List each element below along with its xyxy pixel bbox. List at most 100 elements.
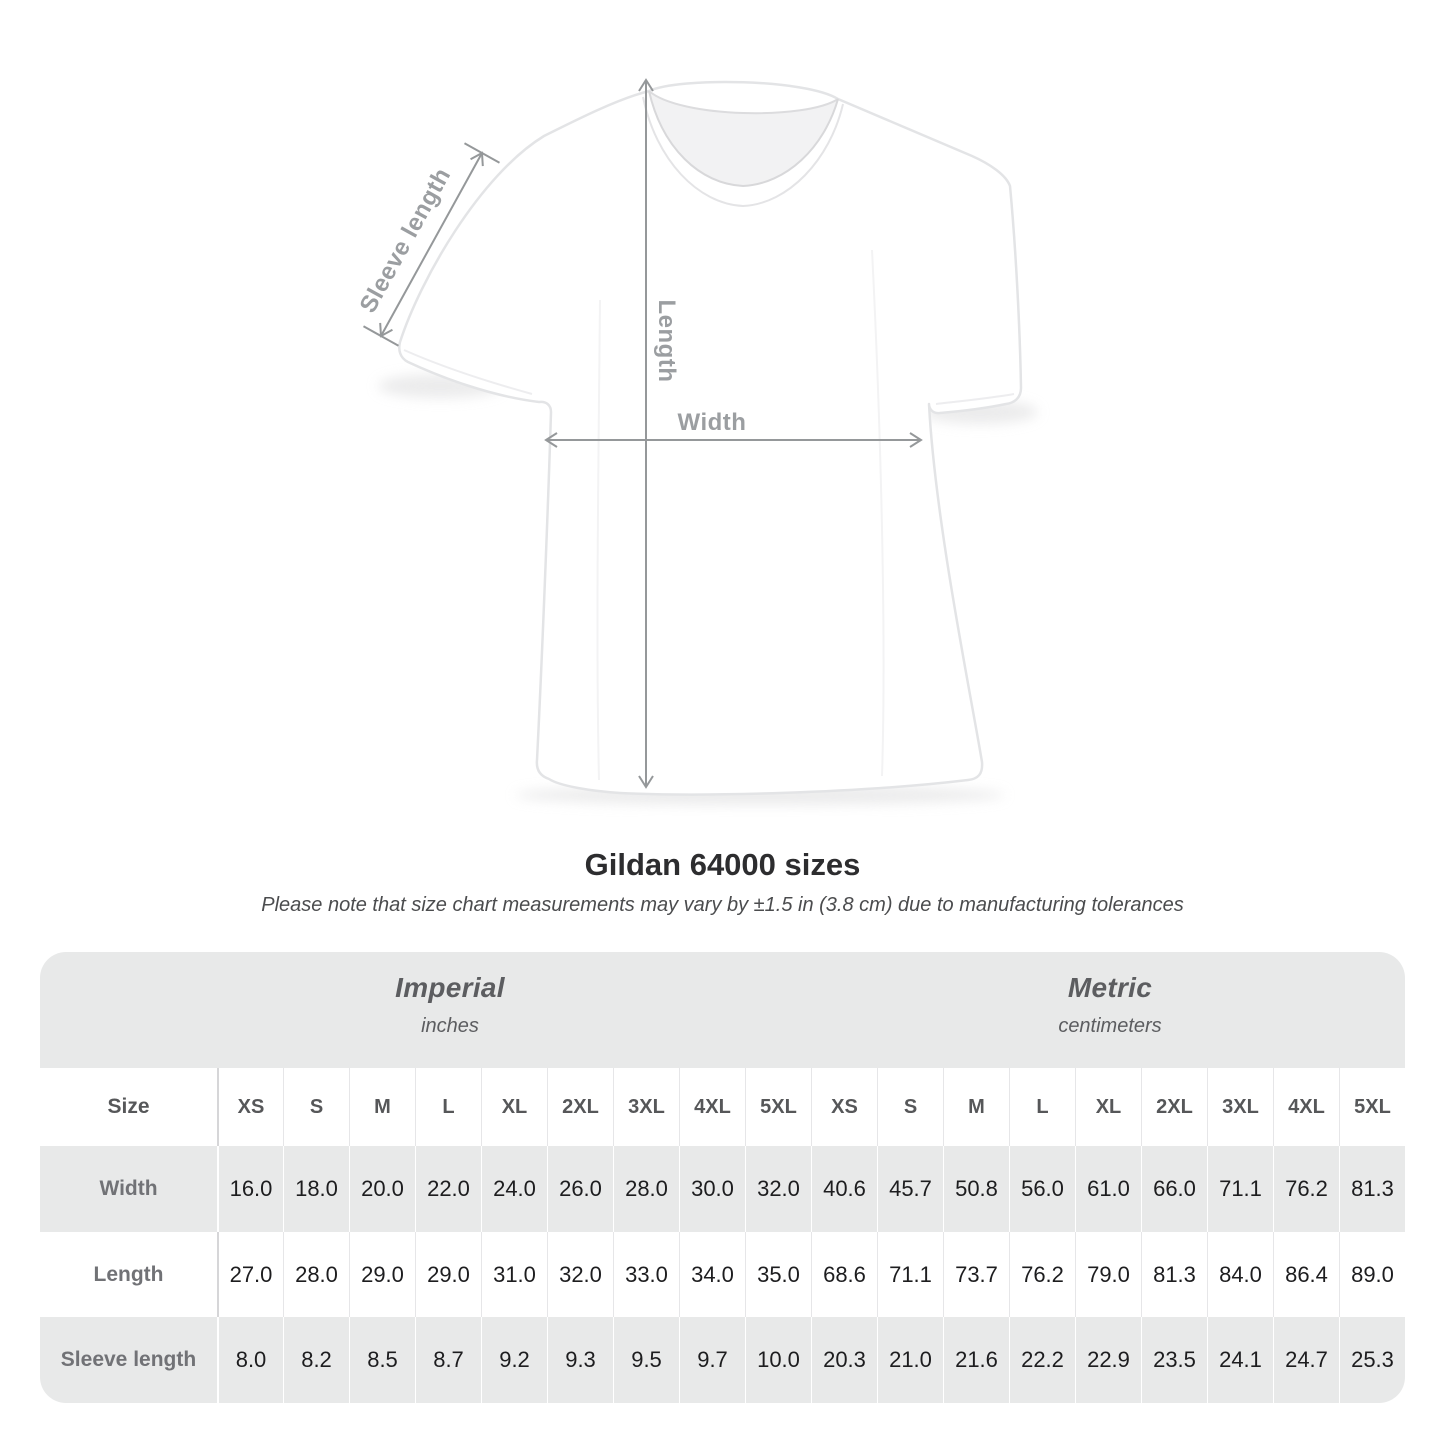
table-cell: 56.0 bbox=[1009, 1146, 1075, 1232]
table-cell: 50.8 bbox=[943, 1146, 1009, 1232]
row-label: Width bbox=[99, 1177, 158, 1200]
metric-unit: centimeters bbox=[1058, 1015, 1162, 1037]
size-column-header: Size bbox=[107, 1095, 150, 1118]
table-cell: 61.0 bbox=[1075, 1146, 1141, 1232]
size-table: Imperial inches Metric centimeters Size … bbox=[40, 952, 1405, 1403]
imperial-unit-header: Imperial inches bbox=[395, 972, 505, 1038]
table-cell: 9.2 bbox=[481, 1317, 547, 1403]
table-cell: 68.6 bbox=[811, 1232, 877, 1317]
column-header-metric-xs: XS bbox=[811, 1068, 877, 1146]
table-cell: 22.9 bbox=[1075, 1317, 1141, 1403]
table-cell: 29.0 bbox=[349, 1232, 415, 1317]
table-cell: 45.7 bbox=[877, 1146, 943, 1232]
table-cell: 10.0 bbox=[745, 1317, 811, 1403]
table-cell: 28.0 bbox=[283, 1232, 349, 1317]
table-cell: 89.0 bbox=[1339, 1232, 1405, 1317]
table-cell: 81.3 bbox=[1141, 1232, 1207, 1317]
length-label: Length bbox=[653, 300, 680, 383]
row-label: Sleeve length bbox=[60, 1348, 197, 1371]
column-header-imperial-xs: XS bbox=[217, 1068, 283, 1146]
size-header-row: Size XS S M L XL 2XL 3XL 4XL 5XL XS S M … bbox=[40, 1068, 1405, 1146]
table-cell: 8.7 bbox=[415, 1317, 481, 1403]
table-cell: 24.0 bbox=[481, 1146, 547, 1232]
tolerance-note: Please note that size chart measurements… bbox=[261, 894, 1184, 916]
metric-unit-header: Metric centimeters bbox=[1058, 972, 1161, 1038]
table-cell: 31.0 bbox=[481, 1232, 547, 1317]
table-cell: 24.1 bbox=[1207, 1317, 1273, 1403]
column-header-metric-2xl: 2XL bbox=[1141, 1068, 1207, 1146]
table-row-width: Width 16.0 18.0 20.0 22.0 24.0 26.0 28.0… bbox=[40, 1146, 1405, 1232]
tshirt-body bbox=[398, 80, 1023, 796]
table-cell: 33.0 bbox=[613, 1232, 679, 1317]
tshirt-collar bbox=[642, 90, 844, 208]
table-cell: 18.0 bbox=[283, 1146, 349, 1232]
table-cell: 8.0 bbox=[217, 1317, 283, 1403]
table-cell: 84.0 bbox=[1207, 1232, 1273, 1317]
column-header-metric-l: L bbox=[1009, 1068, 1075, 1146]
table-cell: 26.0 bbox=[547, 1146, 613, 1232]
tshirt-creases bbox=[403, 249, 1015, 781]
column-header-imperial-s: S bbox=[283, 1068, 349, 1146]
table-cell: 35.0 bbox=[745, 1232, 811, 1317]
column-header-metric-3xl: 3XL bbox=[1207, 1068, 1273, 1146]
table-cell: 40.6 bbox=[811, 1146, 877, 1232]
sleeve-dimension-line bbox=[379, 151, 484, 338]
table-cell: 79.0 bbox=[1075, 1232, 1141, 1317]
table-cell: 66.0 bbox=[1141, 1146, 1207, 1232]
table-cell: 20.0 bbox=[349, 1146, 415, 1232]
sleeve-end-tick bbox=[363, 325, 399, 347]
column-header-imperial-3xl: 3XL bbox=[613, 1068, 679, 1146]
tshirt-diagram: Sleeve length Length Width bbox=[355, 78, 1038, 805]
table-cell: 27.0 bbox=[217, 1232, 283, 1317]
column-header-imperial-m: M bbox=[349, 1068, 415, 1146]
column-header-imperial-5xl: 5XL bbox=[745, 1068, 811, 1146]
table-cell: 23.5 bbox=[1141, 1317, 1207, 1403]
table-cell: 29.0 bbox=[415, 1232, 481, 1317]
sleeve-end-tick bbox=[464, 142, 500, 164]
table-cell: 28.0 bbox=[613, 1146, 679, 1232]
table-cell: 32.0 bbox=[745, 1146, 811, 1232]
table-cell: 16.0 bbox=[217, 1146, 283, 1232]
table-cell: 76.2 bbox=[1009, 1232, 1075, 1317]
table-cell: 73.7 bbox=[943, 1232, 1009, 1317]
table-row-sleeve-length: Sleeve length 8.0 8.2 8.5 8.7 9.2 9.3 9.… bbox=[40, 1317, 1405, 1403]
unit-header-section: Imperial inches Metric centimeters bbox=[40, 952, 1405, 1068]
chart-title: Gildan 64000 sizes bbox=[584, 847, 861, 882]
table-row-length: Length 27.0 28.0 29.0 29.0 31.0 32.0 33.… bbox=[40, 1232, 1405, 1317]
column-header-imperial-xl: XL bbox=[481, 1068, 547, 1146]
table-cell: 86.4 bbox=[1273, 1232, 1339, 1317]
imperial-label: Imperial bbox=[395, 972, 505, 1003]
row-label: Length bbox=[93, 1262, 164, 1286]
table-cell: 20.3 bbox=[811, 1317, 877, 1403]
table-cell: 32.0 bbox=[547, 1232, 613, 1317]
table-cell: 24.7 bbox=[1273, 1317, 1339, 1403]
table-cell: 22.0 bbox=[415, 1146, 481, 1232]
column-header-metric-m: M bbox=[943, 1068, 1009, 1146]
table-cell: 8.2 bbox=[283, 1317, 349, 1403]
table-cell: 9.7 bbox=[679, 1317, 745, 1403]
table-cell: 30.0 bbox=[679, 1146, 745, 1232]
column-header-metric-4xl: 4XL bbox=[1273, 1068, 1339, 1146]
table-cell: 21.6 bbox=[943, 1317, 1009, 1403]
table-cell: 9.3 bbox=[547, 1317, 613, 1403]
table-cell: 22.2 bbox=[1009, 1317, 1075, 1403]
column-header-imperial-l: L bbox=[415, 1068, 481, 1146]
table-cell: 81.3 bbox=[1339, 1146, 1405, 1232]
dimension-lines bbox=[363, 78, 923, 789]
table-cell: 76.2 bbox=[1273, 1146, 1339, 1232]
column-header-metric-5xl: 5XL bbox=[1339, 1068, 1405, 1146]
metric-label: Metric bbox=[1067, 972, 1153, 1003]
column-header-metric-s: S bbox=[877, 1068, 943, 1146]
table-cell: 71.1 bbox=[877, 1232, 943, 1317]
column-header-imperial-2xl: 2XL bbox=[547, 1068, 613, 1146]
table-cell: 25.3 bbox=[1339, 1317, 1405, 1403]
table-cell: 34.0 bbox=[679, 1232, 745, 1317]
column-header-metric-xl: XL bbox=[1075, 1068, 1141, 1146]
imperial-unit: inches bbox=[421, 1015, 479, 1037]
width-label: Width bbox=[678, 409, 747, 436]
table-cell: 71.1 bbox=[1207, 1146, 1273, 1232]
table-cell: 21.0 bbox=[877, 1317, 943, 1403]
column-header-imperial-4xl: 4XL bbox=[679, 1068, 745, 1146]
table-cell: 8.5 bbox=[349, 1317, 415, 1403]
